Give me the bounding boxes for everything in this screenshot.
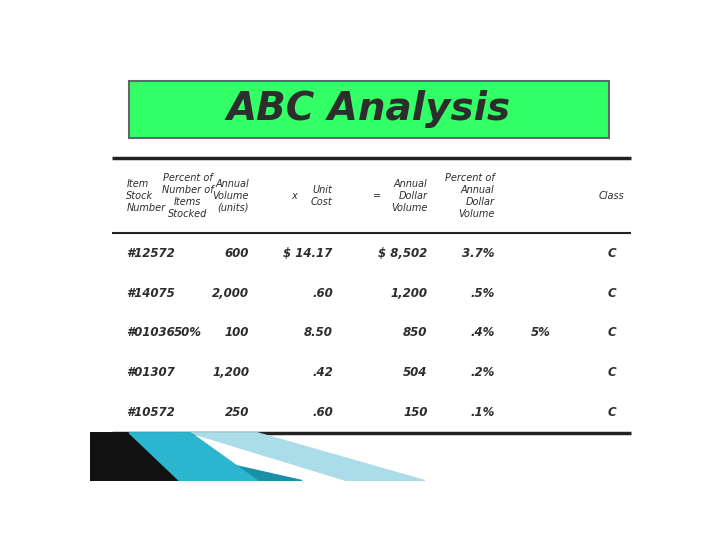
Text: 1,200: 1,200 bbox=[390, 287, 428, 300]
Text: .2%: .2% bbox=[470, 367, 495, 380]
Text: C: C bbox=[608, 406, 616, 420]
Text: 5%: 5% bbox=[531, 327, 550, 340]
Text: #01036: #01036 bbox=[126, 327, 175, 340]
Text: Percent of
Annual
Dollar
Volume: Percent of Annual Dollar Volume bbox=[445, 173, 495, 219]
Text: Class: Class bbox=[599, 191, 625, 201]
Text: .4%: .4% bbox=[470, 327, 495, 340]
FancyBboxPatch shape bbox=[129, 82, 609, 138]
Text: Item
Stock
Number: Item Stock Number bbox=[126, 179, 166, 213]
Text: Percent of
Number of
Items
Stocked: Percent of Number of Items Stocked bbox=[162, 173, 213, 219]
Text: $ 14.17: $ 14.17 bbox=[284, 247, 333, 260]
Text: Unit
Cost: Unit Cost bbox=[311, 185, 333, 207]
Text: ABC Analysis: ABC Analysis bbox=[227, 91, 511, 129]
Text: =: = bbox=[373, 191, 382, 201]
Text: .60: .60 bbox=[312, 287, 333, 300]
Text: 100: 100 bbox=[225, 327, 249, 340]
Text: 3.7%: 3.7% bbox=[462, 247, 495, 260]
Text: .60: .60 bbox=[312, 406, 333, 420]
Text: 150: 150 bbox=[403, 406, 428, 420]
Polygon shape bbox=[90, 433, 302, 481]
Text: 850: 850 bbox=[403, 327, 428, 340]
Text: #14075: #14075 bbox=[126, 287, 175, 300]
Polygon shape bbox=[190, 433, 425, 481]
Text: C: C bbox=[608, 247, 616, 260]
Polygon shape bbox=[129, 433, 258, 481]
Text: 250: 250 bbox=[225, 406, 249, 420]
Polygon shape bbox=[90, 433, 230, 481]
Text: .1%: .1% bbox=[470, 406, 495, 420]
Text: 600: 600 bbox=[225, 247, 249, 260]
Text: #12572: #12572 bbox=[126, 247, 175, 260]
Text: 2,000: 2,000 bbox=[212, 287, 249, 300]
Text: .5%: .5% bbox=[470, 287, 495, 300]
Text: C: C bbox=[608, 287, 616, 300]
Text: 50%: 50% bbox=[174, 327, 202, 340]
Text: Annual
Dollar
Volume: Annual Dollar Volume bbox=[391, 179, 428, 213]
Text: $ 8,502: $ 8,502 bbox=[378, 247, 428, 260]
Text: C: C bbox=[608, 327, 616, 340]
Text: 1,200: 1,200 bbox=[212, 367, 249, 380]
Text: .42: .42 bbox=[312, 367, 333, 380]
Text: x: x bbox=[291, 191, 297, 201]
Polygon shape bbox=[90, 433, 179, 481]
Text: C: C bbox=[608, 367, 616, 380]
Text: Annual
Volume
(units): Annual Volume (units) bbox=[212, 179, 249, 213]
Text: #10572: #10572 bbox=[126, 406, 175, 420]
Text: 504: 504 bbox=[403, 367, 428, 380]
Text: #01307: #01307 bbox=[126, 367, 175, 380]
Text: 8.50: 8.50 bbox=[304, 327, 333, 340]
